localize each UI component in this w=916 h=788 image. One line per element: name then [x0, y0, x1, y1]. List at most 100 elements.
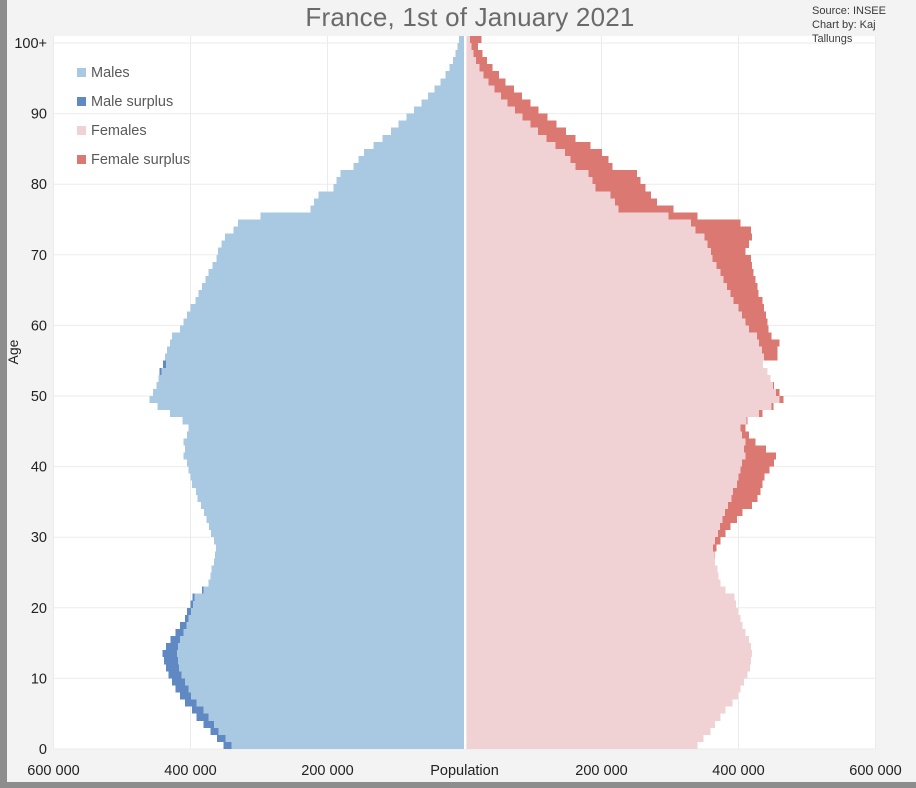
female-surplus-bar	[741, 459, 775, 467]
male-bar	[157, 403, 465, 411]
male-surplus-bar	[196, 713, 209, 721]
y-axis-tick-labels: 0 10 20 30 40 50 60 70 80 90 100+	[14, 36, 47, 758]
female-surplus-bar	[761, 346, 778, 354]
female-bar	[464, 332, 757, 340]
female-bar	[464, 741, 698, 750]
female-surplus-bar	[595, 184, 646, 192]
female-bar	[464, 445, 744, 453]
male-bar	[191, 480, 465, 488]
male-bar	[188, 685, 465, 693]
female-surplus-bar	[565, 148, 603, 156]
svg-text:100+: 100+	[14, 36, 47, 52]
female-bar	[464, 191, 611, 199]
male-bar	[218, 727, 465, 735]
male-bar	[208, 268, 465, 276]
male-bar	[152, 388, 465, 397]
female-bar	[464, 92, 501, 100]
male-bar	[183, 628, 465, 637]
female-bar	[464, 551, 714, 559]
male-surplus-bar	[163, 657, 179, 665]
female-surplus-bar	[575, 163, 613, 171]
male-surplus-bar	[172, 678, 186, 686]
female-surplus-bar	[483, 71, 499, 79]
female-bar	[464, 473, 739, 481]
male-surplus-bar	[165, 643, 179, 651]
female-surplus-bar	[720, 523, 731, 531]
male-surplus-bar	[203, 720, 214, 728]
male-surplus-bar	[190, 600, 194, 608]
male-bar	[169, 339, 465, 347]
female-surplus-bar	[759, 410, 763, 418]
female-surplus-bar	[763, 353, 778, 361]
male-bar	[186, 621, 465, 629]
female-bar	[464, 155, 571, 164]
male-surplus-bar	[202, 586, 204, 594]
male-bar	[149, 396, 465, 404]
female-surplus-bar	[726, 283, 758, 291]
female-bar	[464, 636, 749, 644]
male-bar	[233, 226, 465, 234]
female-bar	[464, 572, 719, 580]
female-bar	[464, 85, 495, 93]
female-bar	[464, 212, 669, 220]
female-surplus-bar	[592, 177, 641, 185]
male-bar	[217, 247, 465, 255]
male-bar	[206, 516, 465, 524]
male-bar	[428, 92, 465, 100]
female-bar	[464, 318, 746, 326]
female-surplus-bar	[733, 487, 761, 495]
female-surplus-bar	[615, 198, 657, 206]
female-bar	[464, 339, 760, 347]
male-bar	[313, 198, 465, 206]
female-bar	[464, 71, 484, 79]
female-bar	[464, 170, 589, 178]
female-bar	[464, 367, 768, 375]
male-bar	[183, 452, 465, 460]
male-surplus-bar	[159, 367, 162, 375]
female-bar	[464, 35, 470, 44]
male-bar	[193, 600, 465, 608]
female-bar	[464, 671, 748, 679]
female-bar	[464, 480, 738, 488]
male-surplus-bar	[163, 360, 166, 368]
female-bar	[464, 565, 718, 573]
male-surplus-bar	[180, 621, 187, 629]
male-bar	[398, 120, 465, 128]
female-surplus-bar	[668, 212, 698, 220]
female-surplus-bar	[469, 35, 482, 44]
male-bar	[211, 565, 465, 573]
male-bar	[161, 367, 465, 375]
female-bar	[464, 466, 741, 474]
source-line: Source: INSEE	[812, 5, 886, 17]
source-credit: Source: INSEE Chart by: Kaj Tallungs	[812, 4, 916, 46]
female-surplus-bar	[479, 64, 493, 72]
male-surplus-bar	[210, 727, 219, 735]
male-surplus-bar	[165, 664, 179, 672]
male-bar	[187, 459, 465, 467]
female-surplus-bar	[717, 530, 726, 538]
female-bar	[464, 438, 746, 446]
svg-text:70: 70	[31, 248, 47, 264]
legend-swatch-male_surplus	[77, 97, 86, 106]
female-surplus-bar	[741, 311, 766, 319]
female-bar	[464, 325, 749, 333]
male-bar	[203, 706, 465, 714]
male-surplus-bar	[185, 699, 197, 707]
window-edge-bottom	[0, 782, 916, 788]
female-bar	[464, 600, 736, 608]
male-bar	[215, 544, 465, 552]
male-surplus-bar	[175, 685, 189, 693]
male-bar	[340, 170, 465, 178]
male-bar	[176, 650, 465, 658]
male-bar	[406, 113, 465, 121]
female-bar	[464, 508, 725, 517]
female-surplus-bar	[515, 106, 539, 114]
male-bar	[178, 657, 465, 665]
center-axis-gap	[464, 36, 467, 749]
male-bar	[353, 163, 465, 171]
female-bar	[464, 141, 556, 149]
male-bar	[260, 212, 465, 220]
male-bar	[237, 219, 465, 227]
female-bar	[464, 537, 716, 545]
female-bar	[464, 290, 731, 298]
